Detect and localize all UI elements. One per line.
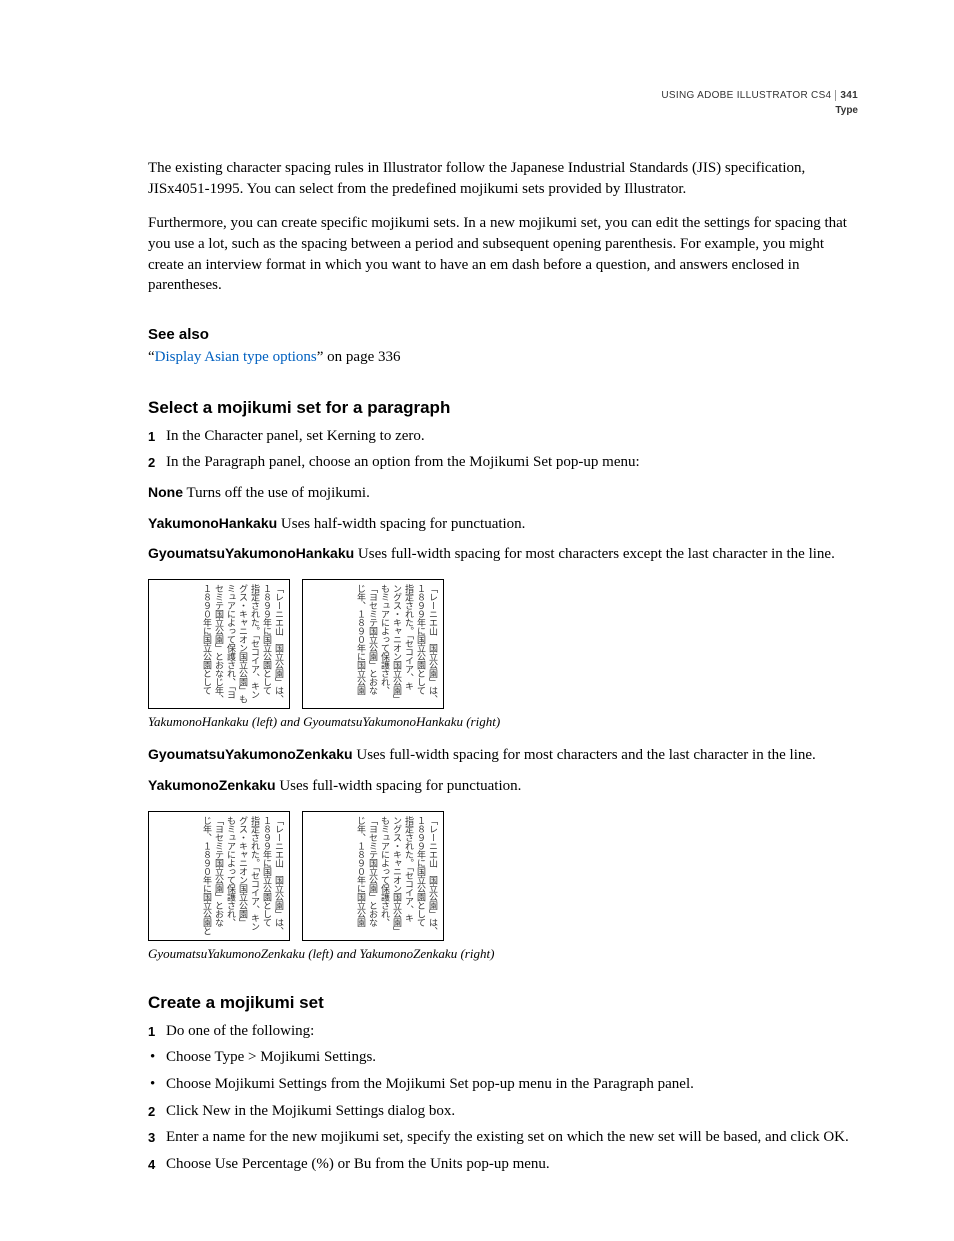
- create-step-4: 4Choose Use Percentage (%) or Bu from th…: [148, 1154, 858, 1175]
- step-number: 1: [148, 426, 166, 447]
- select-heading: Select a mojikumi set for a paragraph: [148, 396, 858, 420]
- see-also-line: “Display Asian type options” on page 336: [148, 347, 858, 368]
- page-number: 341: [835, 90, 858, 101]
- step-number: 2: [148, 452, 166, 473]
- select-step-1: 1In the Character panel, set Kerning to …: [148, 426, 858, 447]
- create-heading: Create a mojikumi set: [148, 991, 858, 1015]
- create-bullet-2: •Choose Mojikumi Settings from the Mojik…: [148, 1074, 858, 1095]
- def-gyoumatsuyakumonozenkaku: GyoumatsuYakumonoZenkaku Uses full-width…: [148, 745, 858, 766]
- display-asian-link[interactable]: Display Asian type options: [155, 349, 317, 365]
- create-step-2: 2Click New in the Mojikumi Settings dial…: [148, 1101, 858, 1122]
- bullet-icon: •: [148, 1074, 166, 1095]
- step-number: 1: [148, 1021, 166, 1042]
- quote-close: ” on page 336: [317, 349, 401, 365]
- def-yakumonohankaku: YakumonoHankaku Uses half-width spacing …: [148, 514, 858, 535]
- figure-gyoumatsuyakumonohankaku: 「レーニエ山 国立公園」は、 １８９９年に国立公園として 指定された。「セコイア…: [302, 579, 444, 709]
- figure-yakumonohankaku: 「レーニエ山 国立公園」は、 １８９９年に国立公園として 指定された。「セコイア…: [148, 579, 290, 709]
- quote-open: “: [148, 349, 155, 365]
- caption-2: GyoumatsuYakumonoZenkaku (left) and Yaku…: [148, 945, 858, 963]
- caption-1: YakumonoHankaku (left) and GyoumatsuYaku…: [148, 713, 858, 731]
- figure-gyoumatsuyakumonozenkaku: 「レーニエ山 国立公園」は、 １８９９年に国立公園として 指定された。「セコイア…: [148, 811, 290, 941]
- bullet-icon: •: [148, 1047, 166, 1068]
- figure-yakumonozenkaku: 「レーニエ山 国立公園」は、 １８９９年に国立公園として 指定された。「セコイア…: [302, 811, 444, 941]
- def-none: None Turns off the use of mojikumi.: [148, 483, 858, 504]
- create-bullet-1: •Choose Type > Mojikumi Settings.: [148, 1047, 858, 1068]
- create-step-1: 1Do one of the following:: [148, 1021, 858, 1042]
- header-product: USING ADOBE ILLUSTRATOR CS4: [661, 90, 831, 101]
- step-number: 3: [148, 1127, 166, 1148]
- def-yakumonozenkaku: YakumonoZenkaku Uses full-width spacing …: [148, 776, 858, 797]
- select-step-2: 2In the Paragraph panel, choose an optio…: [148, 452, 858, 473]
- step-number: 4: [148, 1154, 166, 1175]
- figure-row-1: 「レーニエ山 国立公園」は、 １８９９年に国立公園として 指定された。「セコイア…: [148, 579, 858, 709]
- figure-row-2: 「レーニエ山 国立公園」は、 １８９９年に国立公園として 指定された。「セコイア…: [148, 811, 858, 941]
- step-number: 2: [148, 1101, 166, 1122]
- page-header: USING ADOBE ILLUSTRATOR CS4 341 Type: [148, 88, 858, 118]
- intro-para-2: Furthermore, you can create specific moj…: [148, 213, 858, 296]
- see-also-heading: See also: [148, 324, 858, 345]
- create-step-3: 3Enter a name for the new mojikumi set, …: [148, 1127, 858, 1148]
- intro-para-1: The existing character spacing rules in …: [148, 158, 858, 199]
- def-gyoumatsuyakumonohankaku: GyoumatsuYakumonoHankaku Uses full-width…: [148, 544, 858, 565]
- header-section: Type: [148, 103, 858, 118]
